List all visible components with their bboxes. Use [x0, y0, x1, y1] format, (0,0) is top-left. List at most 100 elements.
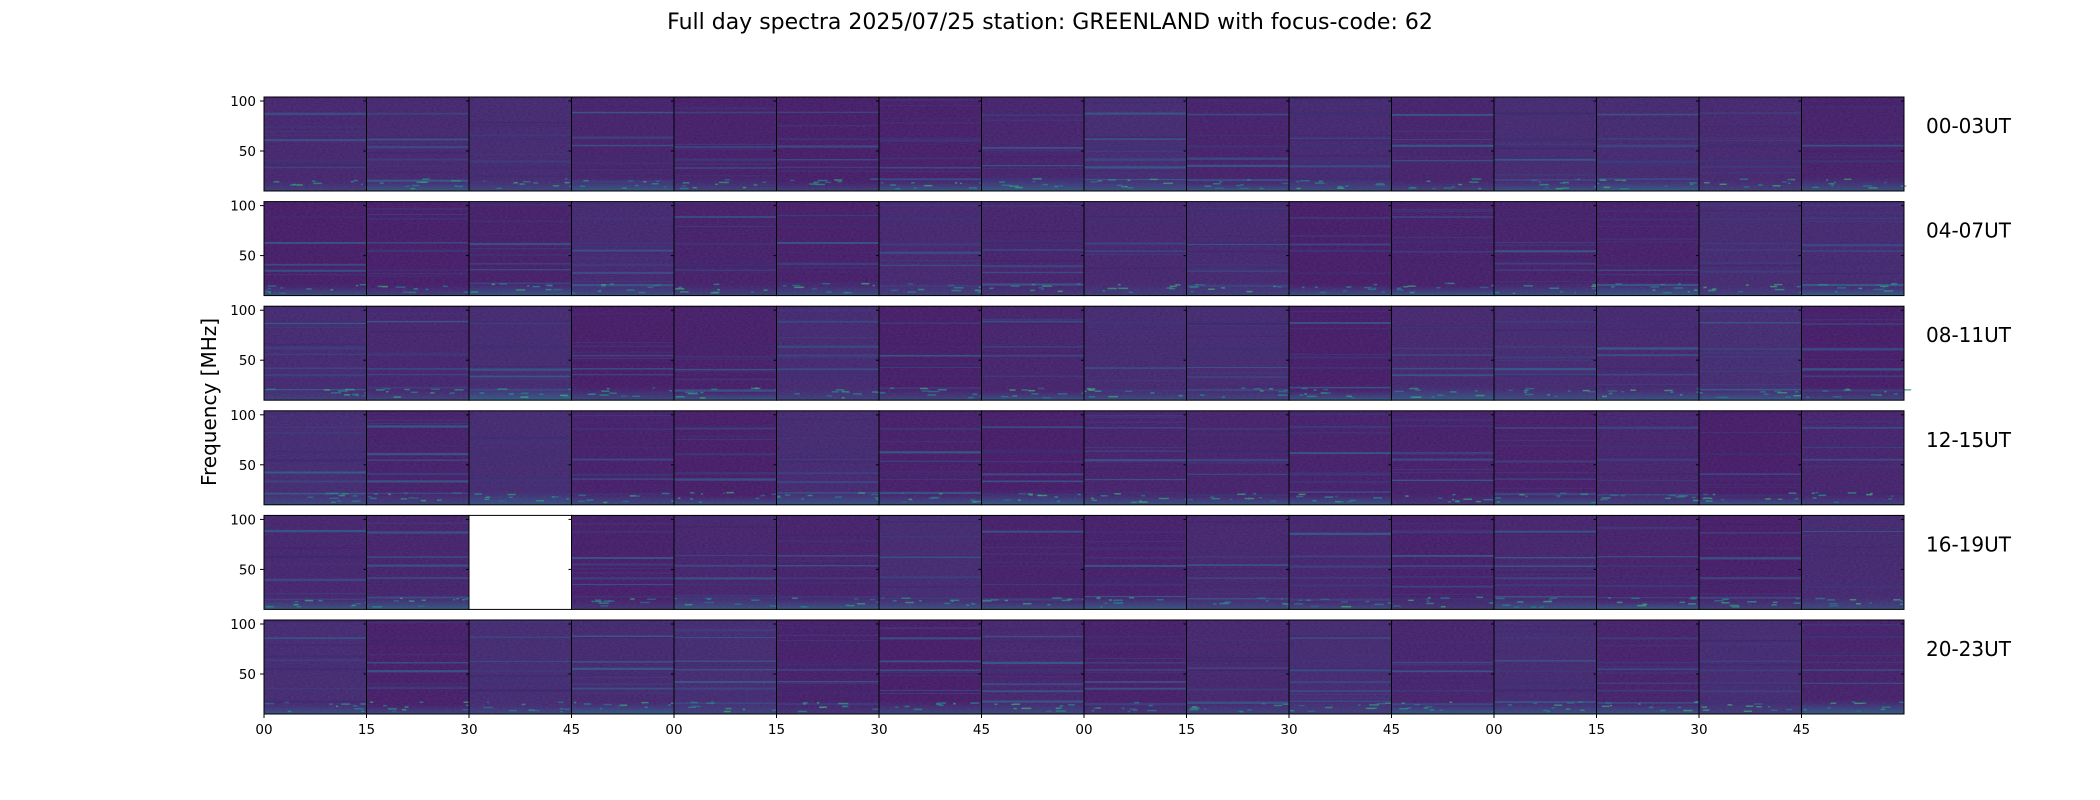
speckle [1094, 390, 1102, 392]
speckle [617, 705, 624, 707]
faint-line [366, 640, 469, 642]
faint-line [1186, 673, 1289, 675]
faint-line [674, 306, 777, 308]
rfi-line [1084, 166, 1187, 169]
x-tick-label: 45 [1383, 722, 1400, 738]
rfi-line [1494, 263, 1597, 265]
speckle [1000, 395, 1009, 398]
faint-line [1494, 532, 1597, 534]
spectrum-panel [263, 305, 375, 401]
speckle [1320, 392, 1328, 394]
low-frequency-band [1289, 388, 1392, 401]
speckle [1850, 598, 1857, 601]
faint-line [366, 136, 469, 138]
speckle [375, 389, 385, 391]
speckle [1765, 498, 1771, 500]
rfi-line [879, 217, 982, 220]
y-tick-label: 100 [230, 303, 256, 319]
speckle [564, 181, 570, 184]
speckle [881, 597, 885, 599]
faint-line [879, 693, 982, 695]
speckle [638, 291, 646, 294]
speckle [325, 492, 333, 495]
faint-line [469, 201, 572, 203]
rfi-line [674, 427, 777, 430]
speckle [907, 291, 916, 293]
faint-line [571, 637, 674, 639]
rfi-line [1494, 556, 1597, 559]
rfi-line [264, 353, 367, 355]
speckle [628, 180, 634, 182]
speckle [1346, 286, 1352, 288]
speckle [1188, 498, 1193, 501]
speckle [1795, 597, 1800, 600]
faint-line [1186, 115, 1289, 117]
faint-line [776, 639, 879, 641]
faint-line [1596, 117, 1699, 119]
faint-line [1801, 466, 1904, 468]
speckle [484, 498, 490, 501]
faint-line [981, 352, 1084, 354]
speckle [679, 187, 689, 190]
rfi-line [674, 453, 777, 456]
speckle [1041, 288, 1044, 290]
panel-noise [1801, 306, 1904, 401]
panel-noise [469, 410, 572, 505]
faint-line [1084, 452, 1187, 454]
speckle [1799, 291, 1802, 294]
speckle [568, 388, 572, 391]
faint-line [366, 330, 469, 332]
speckle [1241, 387, 1246, 389]
faint-line [1494, 256, 1597, 258]
speckle [762, 181, 767, 183]
low-frequency-band [1494, 595, 1597, 610]
rfi-line [1801, 426, 1904, 429]
faint-line [1801, 349, 1904, 351]
faint-line [571, 167, 674, 169]
faint-line [1186, 670, 1289, 672]
faint-line [571, 482, 674, 484]
speckle [913, 187, 917, 189]
speckle [895, 187, 901, 190]
speckle [668, 704, 671, 706]
speckle [1426, 600, 1430, 602]
rfi-line [264, 459, 367, 462]
speckle [1677, 706, 1681, 709]
speckle [425, 288, 429, 291]
faint-line [674, 526, 777, 528]
faint-line [879, 259, 982, 261]
speckle [1236, 184, 1241, 187]
speckle [989, 287, 992, 290]
speckle [418, 605, 425, 607]
speckle [1602, 705, 1610, 708]
rfi-line [1084, 242, 1187, 245]
faint-line [1391, 452, 1494, 454]
spectrum-panel [1801, 410, 1905, 506]
speckle [1620, 494, 1626, 497]
faint-line [1596, 225, 1699, 227]
faint-line [1391, 417, 1494, 419]
low-frequency-band [1186, 280, 1289, 296]
rfi-line [1596, 354, 1699, 357]
speckle [842, 705, 849, 707]
low-frequency-band [1391, 285, 1494, 296]
spectrum-panel [673, 410, 781, 506]
speckle [985, 599, 988, 601]
panel-noise [366, 620, 469, 714]
faint-line [1186, 521, 1289, 523]
y-tick-label: 50 [239, 353, 256, 369]
speckle [313, 182, 322, 185]
spectrum-panel [1493, 201, 1603, 297]
speckle [1812, 497, 1817, 499]
rfi-line [776, 481, 879, 484]
speckle [803, 703, 806, 705]
rfi-line [1596, 160, 1699, 163]
speckle [1866, 493, 1873, 496]
speckle [908, 283, 913, 285]
rfi-line [674, 111, 777, 114]
spectrum-panel [878, 514, 982, 610]
speckle [527, 285, 530, 287]
low-frequency-band [1596, 177, 1699, 191]
speckle [336, 705, 339, 708]
speckle [1310, 605, 1319, 608]
